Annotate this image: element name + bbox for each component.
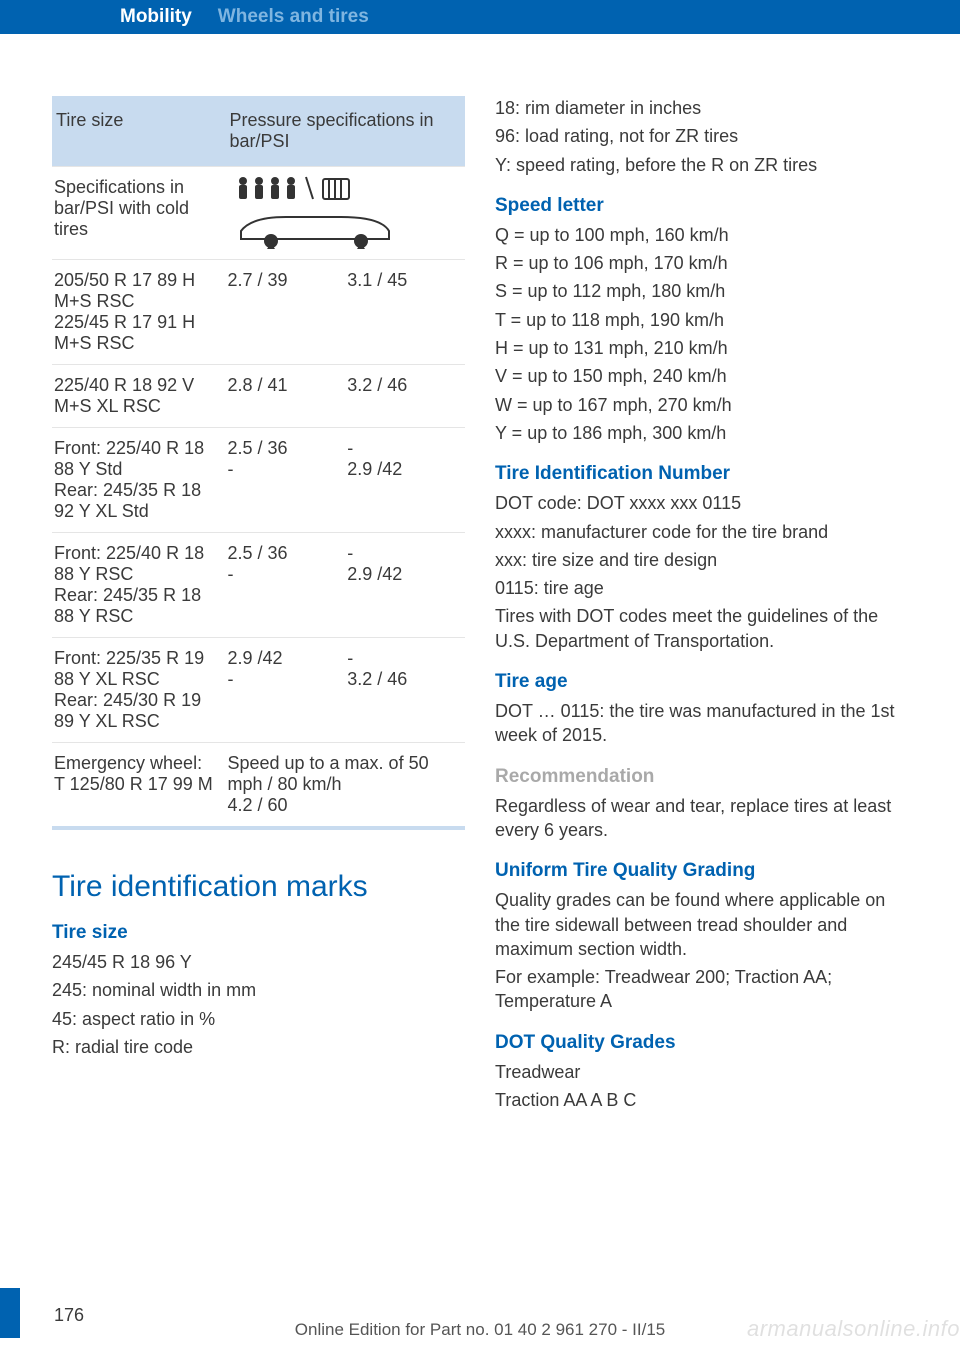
body-text: Traction AA A B C (495, 1088, 908, 1112)
table-cell: Speed up to a max. of 50 mph / 80 km/h 4… (225, 743, 465, 827)
body-text: H = up to 131 mph, 210 km/h (495, 336, 908, 360)
table-cell: 2.5 / 36 - (225, 533, 345, 638)
body-text: 18: rim diameter in inches (495, 96, 908, 120)
header-category: Mobility (120, 6, 192, 28)
body-text: W = up to 167 mph, 270 km/h (495, 393, 908, 417)
table-cell: 2.8 / 41 (225, 365, 345, 428)
heading-speed-letter: Speed letter (495, 195, 908, 217)
page-edge-tab (0, 1288, 20, 1338)
body-text: For example: Treadwear 200; Traction AA;… (495, 965, 908, 1014)
header-bar: Mobility Wheels and tires (0, 0, 960, 34)
body-text: T = up to 118 mph, 190 km/h (495, 308, 908, 332)
body-text: Y: speed rating, before the R on ZR tire… (495, 153, 908, 177)
body-text: Y = up to 186 mph, 300 km/h (495, 421, 908, 445)
body-text: xxx: tire size and tire design (495, 548, 908, 572)
left-column: Tire size Pressure specifications in bar… (52, 96, 465, 1116)
body-text: 245/45 R 18 96 Y (52, 950, 465, 974)
body-text: 245: nominal width in mm (52, 978, 465, 1002)
heading-dot-grades: DOT Quality Grades (495, 1032, 908, 1054)
table-cell: Front: 225/35 R 19 88 Y XL RSC Rear: 245… (52, 638, 225, 743)
body-text: Q = up to 100 mph, 160 km/h (495, 223, 908, 247)
heading-tire-age: Tire age (495, 671, 908, 693)
body-text: 0115: tire age (495, 576, 908, 600)
right-column: 18: rim diameter in inches 96: load rati… (495, 96, 908, 1116)
body-text: xxxx: manufacturer code for the tire bra… (495, 520, 908, 544)
table-cell: 205/50 R 17 89 H M+S RSC 225/45 R 17 91 … (52, 260, 225, 365)
body-text: 45: aspect ratio in % (52, 1007, 465, 1031)
body-text: R: radial tire code (52, 1035, 465, 1059)
table-cell: 225/40 R 18 92 V M+S XL RSC (52, 365, 225, 428)
body-text: Tires with DOT codes meet the guidelines… (495, 604, 908, 653)
heading-tin: Tire Identification Number (495, 463, 908, 485)
heading-recommendation: Recommendation (495, 766, 908, 788)
table-cell: 2.5 / 36 - (225, 428, 345, 533)
table-cell: 2.7 / 39 (225, 260, 345, 365)
table-cell: 2.9 /42 - (225, 638, 345, 743)
heading-tire-size: Tire size (52, 922, 465, 944)
table-cell: - 3.2 / 46 (345, 638, 465, 743)
body-text: R = up to 106 mph, 170 km/h (495, 251, 908, 275)
tire-pressure-table: Tire size Pressure specifications in bar… (52, 96, 465, 827)
th-tire-size: Tire size (52, 96, 225, 167)
table-cell: 3.2 / 46 (345, 365, 465, 428)
body-text: Quality grades can be found where applic… (495, 888, 908, 961)
body-text: Treadwear (495, 1060, 908, 1084)
body-text: S = up to 112 mph, 180 km/h (495, 279, 908, 303)
watermark-text: armanualsonline.info (747, 1316, 960, 1342)
table-cell: 3.1 / 45 (345, 260, 465, 365)
content-area: Tire size Pressure specifications in bar… (0, 34, 960, 1116)
load-diagram-icon (225, 167, 465, 260)
table-cell: Emergency wheel: T 125/80 R 17 99 M (52, 743, 225, 827)
table-end-bar (52, 826, 465, 830)
th-pressure: Pressure specifications in bar/PSI (225, 96, 465, 167)
table-cell: Front: 225/40 R 18 88 Y RSC Rear: 245/35… (52, 533, 225, 638)
body-text: DOT code: DOT xxxx xxx 0115 (495, 491, 908, 515)
table-cell: Front: 225/40 R 18 88 Y Std Rear: 245/35… (52, 428, 225, 533)
body-text: V = up to 150 mph, 240 km/h (495, 364, 908, 388)
header-section: Wheels and tires (218, 6, 369, 28)
heading-tire-marks: Tire identification marks (52, 870, 465, 904)
table-cell: - 2.9 /42 (345, 533, 465, 638)
row-spec-label: Specifications in bar/PSI with cold tire… (52, 167, 225, 260)
table-cell: - 2.9 /42 (345, 428, 465, 533)
page-number: 176 (54, 1305, 84, 1326)
heading-utqg: Uniform Tire Quality Grading (495, 860, 908, 882)
body-text: 96: load rating, not for ZR tires (495, 124, 908, 148)
body-text: Regardless of wear and tear, replace tir… (495, 794, 908, 843)
body-text: DOT … 0115: the tire was manufactured in… (495, 699, 908, 748)
footer-text: Online Edition for Part no. 01 40 2 961 … (295, 1320, 665, 1340)
